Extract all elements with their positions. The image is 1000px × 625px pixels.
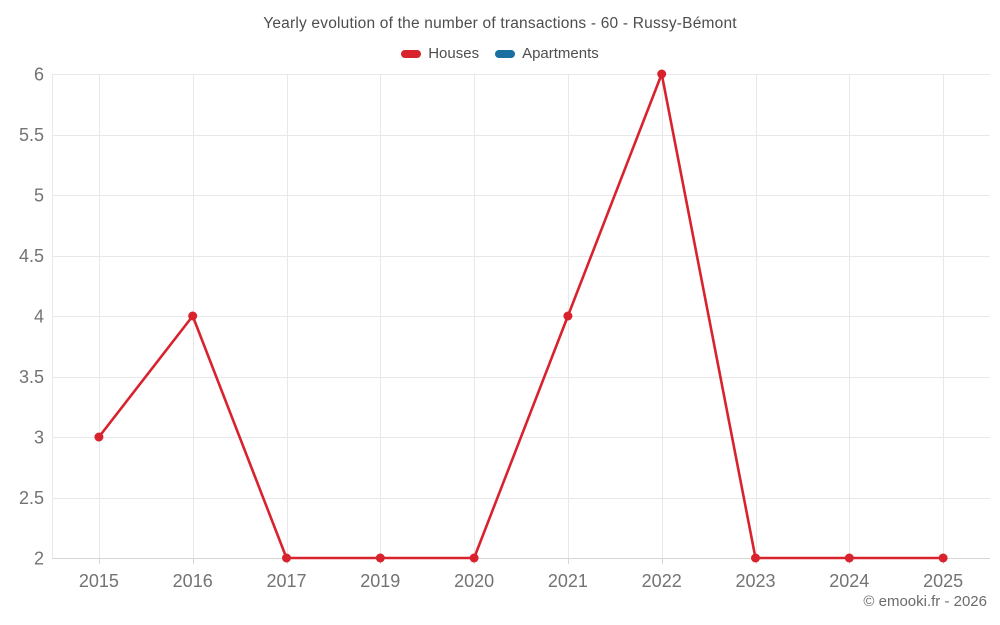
chart-title: Yearly evolution of the number of transa… [263,15,737,32]
houses-data-point[interactable] [657,69,667,79]
houses-data-point[interactable] [751,553,760,563]
houses-data-point[interactable] [375,553,385,563]
legend-item-apartments[interactable]: Apartments [495,45,599,62]
legend-item-houses[interactable]: Houses [401,45,479,62]
y-axis-tick-label: 2.5 [19,488,44,508]
y-axis-tick-label: 4 [34,307,44,327]
houses-data-point[interactable] [844,553,854,563]
x-axis-tick-label: 2020 [454,571,494,591]
x-axis-tick-label: 2025 [923,571,963,591]
houses-data-point[interactable] [282,553,291,563]
x-axis-tick-label: 2023 [735,571,775,591]
x-axis-tick-label: 2024 [829,571,869,591]
x-axis-tick-label: 2021 [548,571,588,591]
houses-legend-label: Houses [428,45,480,62]
x-axis-tick-label: 2019 [360,571,400,591]
y-axis-tick-label: 3.5 [19,367,44,387]
x-axis-tick-label: 2022 [642,571,682,591]
y-axis-tick-label: 2 [34,549,44,569]
y-axis-tick-label: 5.5 [19,125,44,145]
y-axis-tick-label: 6 [34,65,44,85]
apartments-legend-label: Apartments [522,45,599,62]
houses-data-point[interactable] [188,311,198,321]
chart-legend: Houses Apartments [0,45,1000,62]
houses-data-point[interactable] [94,432,104,442]
x-axis-tick-label: 2016 [173,571,213,591]
y-axis-tick-label: 5 [34,186,44,206]
houses-data-point[interactable] [563,311,573,321]
x-axis-tick-label: 2015 [79,571,119,591]
copyright-credit: © emooki.fr - 2026 [863,593,987,610]
y-axis-tick-label: 4.5 [19,246,44,266]
houses-series-line [97,72,945,560]
houses-data-point[interactable] [938,553,948,563]
x-axis-tick-label: 2017 [266,571,306,591]
apartments-legend-swatch-icon [495,49,516,58]
y-axis-tick-label: 3 [34,428,44,448]
houses-legend-swatch-icon [401,49,422,58]
houses-data-point[interactable] [469,553,479,563]
